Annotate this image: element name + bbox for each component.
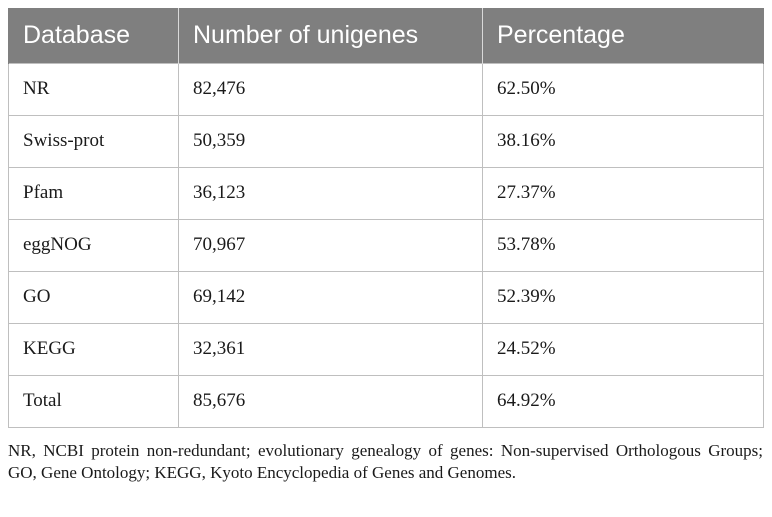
cell-database: KEGG	[8, 322, 179, 376]
annotation-table: Database Number of unigenes Percentage N…	[8, 8, 764, 428]
table-row: Pfam 36,123 27.37%	[8, 166, 764, 220]
cell-database: NR	[8, 62, 179, 116]
table-row: eggNOG 70,967 53.78%	[8, 218, 764, 272]
cell-percentage: 24.52%	[482, 322, 764, 376]
cell-percentage: 64.92%	[482, 374, 764, 428]
table-row-total: Total 85,676 64.92%	[8, 374, 764, 428]
cell-unigene-count: 85,676	[178, 374, 483, 428]
cell-database: Total	[8, 374, 179, 428]
cell-unigene-count: 36,123	[178, 166, 483, 220]
cell-percentage: 27.37%	[482, 166, 764, 220]
cell-percentage: 52.39%	[482, 270, 764, 324]
cell-database: Pfam	[8, 166, 179, 220]
cell-percentage: 53.78%	[482, 218, 764, 272]
cell-database: GO	[8, 270, 179, 324]
cell-unigene-count: 70,967	[178, 218, 483, 272]
table-row: Swiss-prot 50,359 38.16%	[8, 114, 764, 168]
header-database: Database	[8, 8, 179, 63]
table-header-row: Database Number of unigenes Percentage	[8, 8, 764, 63]
cell-unigene-count: 69,142	[178, 270, 483, 324]
table-row: GO 69,142 52.39%	[8, 270, 764, 324]
header-percentage: Percentage	[482, 8, 764, 63]
table-row: NR 82,476 62.50%	[8, 62, 764, 116]
table-row: KEGG 32,361 24.52%	[8, 322, 764, 376]
cell-database: Swiss-prot	[8, 114, 179, 168]
cell-percentage: 62.50%	[482, 62, 764, 116]
cell-percentage: 38.16%	[482, 114, 764, 168]
cell-unigene-count: 82,476	[178, 62, 483, 116]
table-footnote: NR, NCBI protein non-redundant; evolutio…	[8, 441, 763, 482]
cell-unigene-count: 32,361	[178, 322, 483, 376]
annotation-table-container: Database Number of unigenes Percentage N…	[8, 8, 764, 428]
cell-database: eggNOG	[8, 218, 179, 272]
header-number-of-unigenes: Number of unigenes	[178, 8, 483, 63]
cell-unigene-count: 50,359	[178, 114, 483, 168]
